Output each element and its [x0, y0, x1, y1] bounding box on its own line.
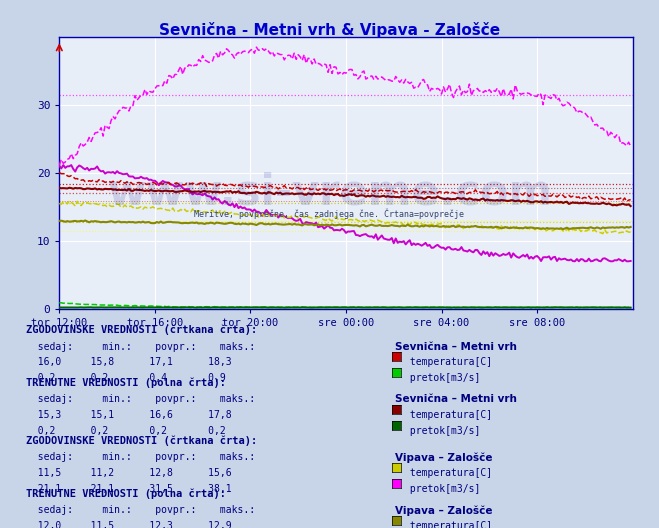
Text: TRENUTNE VREDNOSTI (polna črta):: TRENUTNE VREDNOSTI (polna črta):	[26, 488, 226, 499]
Text: Sevnična - Metni vrh & Vipava - Zalošče: Sevnična - Metni vrh & Vipava - Zalošče	[159, 22, 500, 38]
Text: temperatura[C]: temperatura[C]	[404, 410, 492, 420]
Text: Sevnična – Metni vrh: Sevnična – Metni vrh	[395, 342, 517, 352]
Text: TRENUTNE VREDNOSTI (polna črta):: TRENUTNE VREDNOSTI (polna črta):	[26, 378, 226, 388]
Text: 21,1     21,1      31,5      38,1: 21,1 21,1 31,5 38,1	[26, 484, 232, 494]
Text: temperatura[C]: temperatura[C]	[404, 521, 492, 528]
Text: pretok[m3/s]: pretok[m3/s]	[404, 373, 480, 383]
Text: ZGODOVINSKE VREDNOSTI (črtkana črta):: ZGODOVINSKE VREDNOSTI (črtkana črta):	[26, 436, 258, 446]
Text: Vipava – Zalošče: Vipava – Zalošče	[395, 505, 493, 516]
Text: 0,2      0,2       0,4       0,9: 0,2 0,2 0,4 0,9	[26, 373, 226, 383]
Text: Meritve, povprečne, čas zadnjega čne. Črtana=povprečje: Meritve, povprečne, čas zadnjega čne. Čr…	[194, 209, 465, 219]
Text: 15,3     15,1      16,6      17,8: 15,3 15,1 16,6 17,8	[26, 410, 232, 420]
Text: sedaj:     min.:    povpr.:    maks.:: sedaj: min.: povpr.: maks.:	[26, 505, 256, 515]
Text: sedaj:     min.:    povpr.:    maks.:: sedaj: min.: povpr.: maks.:	[26, 452, 256, 463]
Text: Sevnična – Metni vrh: Sevnična – Metni vrh	[395, 394, 517, 404]
Text: pretok[m3/s]: pretok[m3/s]	[404, 484, 480, 494]
Text: Vipava – Zalošče: Vipava – Zalošče	[395, 452, 493, 463]
Text: 12,0     11,5      12,3      12,9: 12,0 11,5 12,3 12,9	[26, 521, 232, 528]
Text: 11,5     11,2      12,8      15,6: 11,5 11,2 12,8 15,6	[26, 468, 232, 478]
Text: ZGODOVINSKE VREDNOSTI (črtkana črta):: ZGODOVINSKE VREDNOSTI (črtkana črta):	[26, 325, 258, 335]
Text: 16,0     15,8      17,1      18,3: 16,0 15,8 17,1 18,3	[26, 357, 232, 367]
Text: temperatura[C]: temperatura[C]	[404, 468, 492, 478]
Text: pretok[m3/s]: pretok[m3/s]	[404, 426, 480, 436]
Text: sedaj:     min.:    povpr.:    maks.:: sedaj: min.: povpr.: maks.:	[26, 342, 256, 352]
Text: www.si-vreme.com: www.si-vreme.com	[107, 172, 552, 214]
Text: 0,2      0,2       0,2       0,2: 0,2 0,2 0,2 0,2	[26, 426, 226, 436]
Text: sedaj:     min.:    povpr.:    maks.:: sedaj: min.: povpr.: maks.:	[26, 394, 256, 404]
Text: temperatura[C]: temperatura[C]	[404, 357, 492, 367]
